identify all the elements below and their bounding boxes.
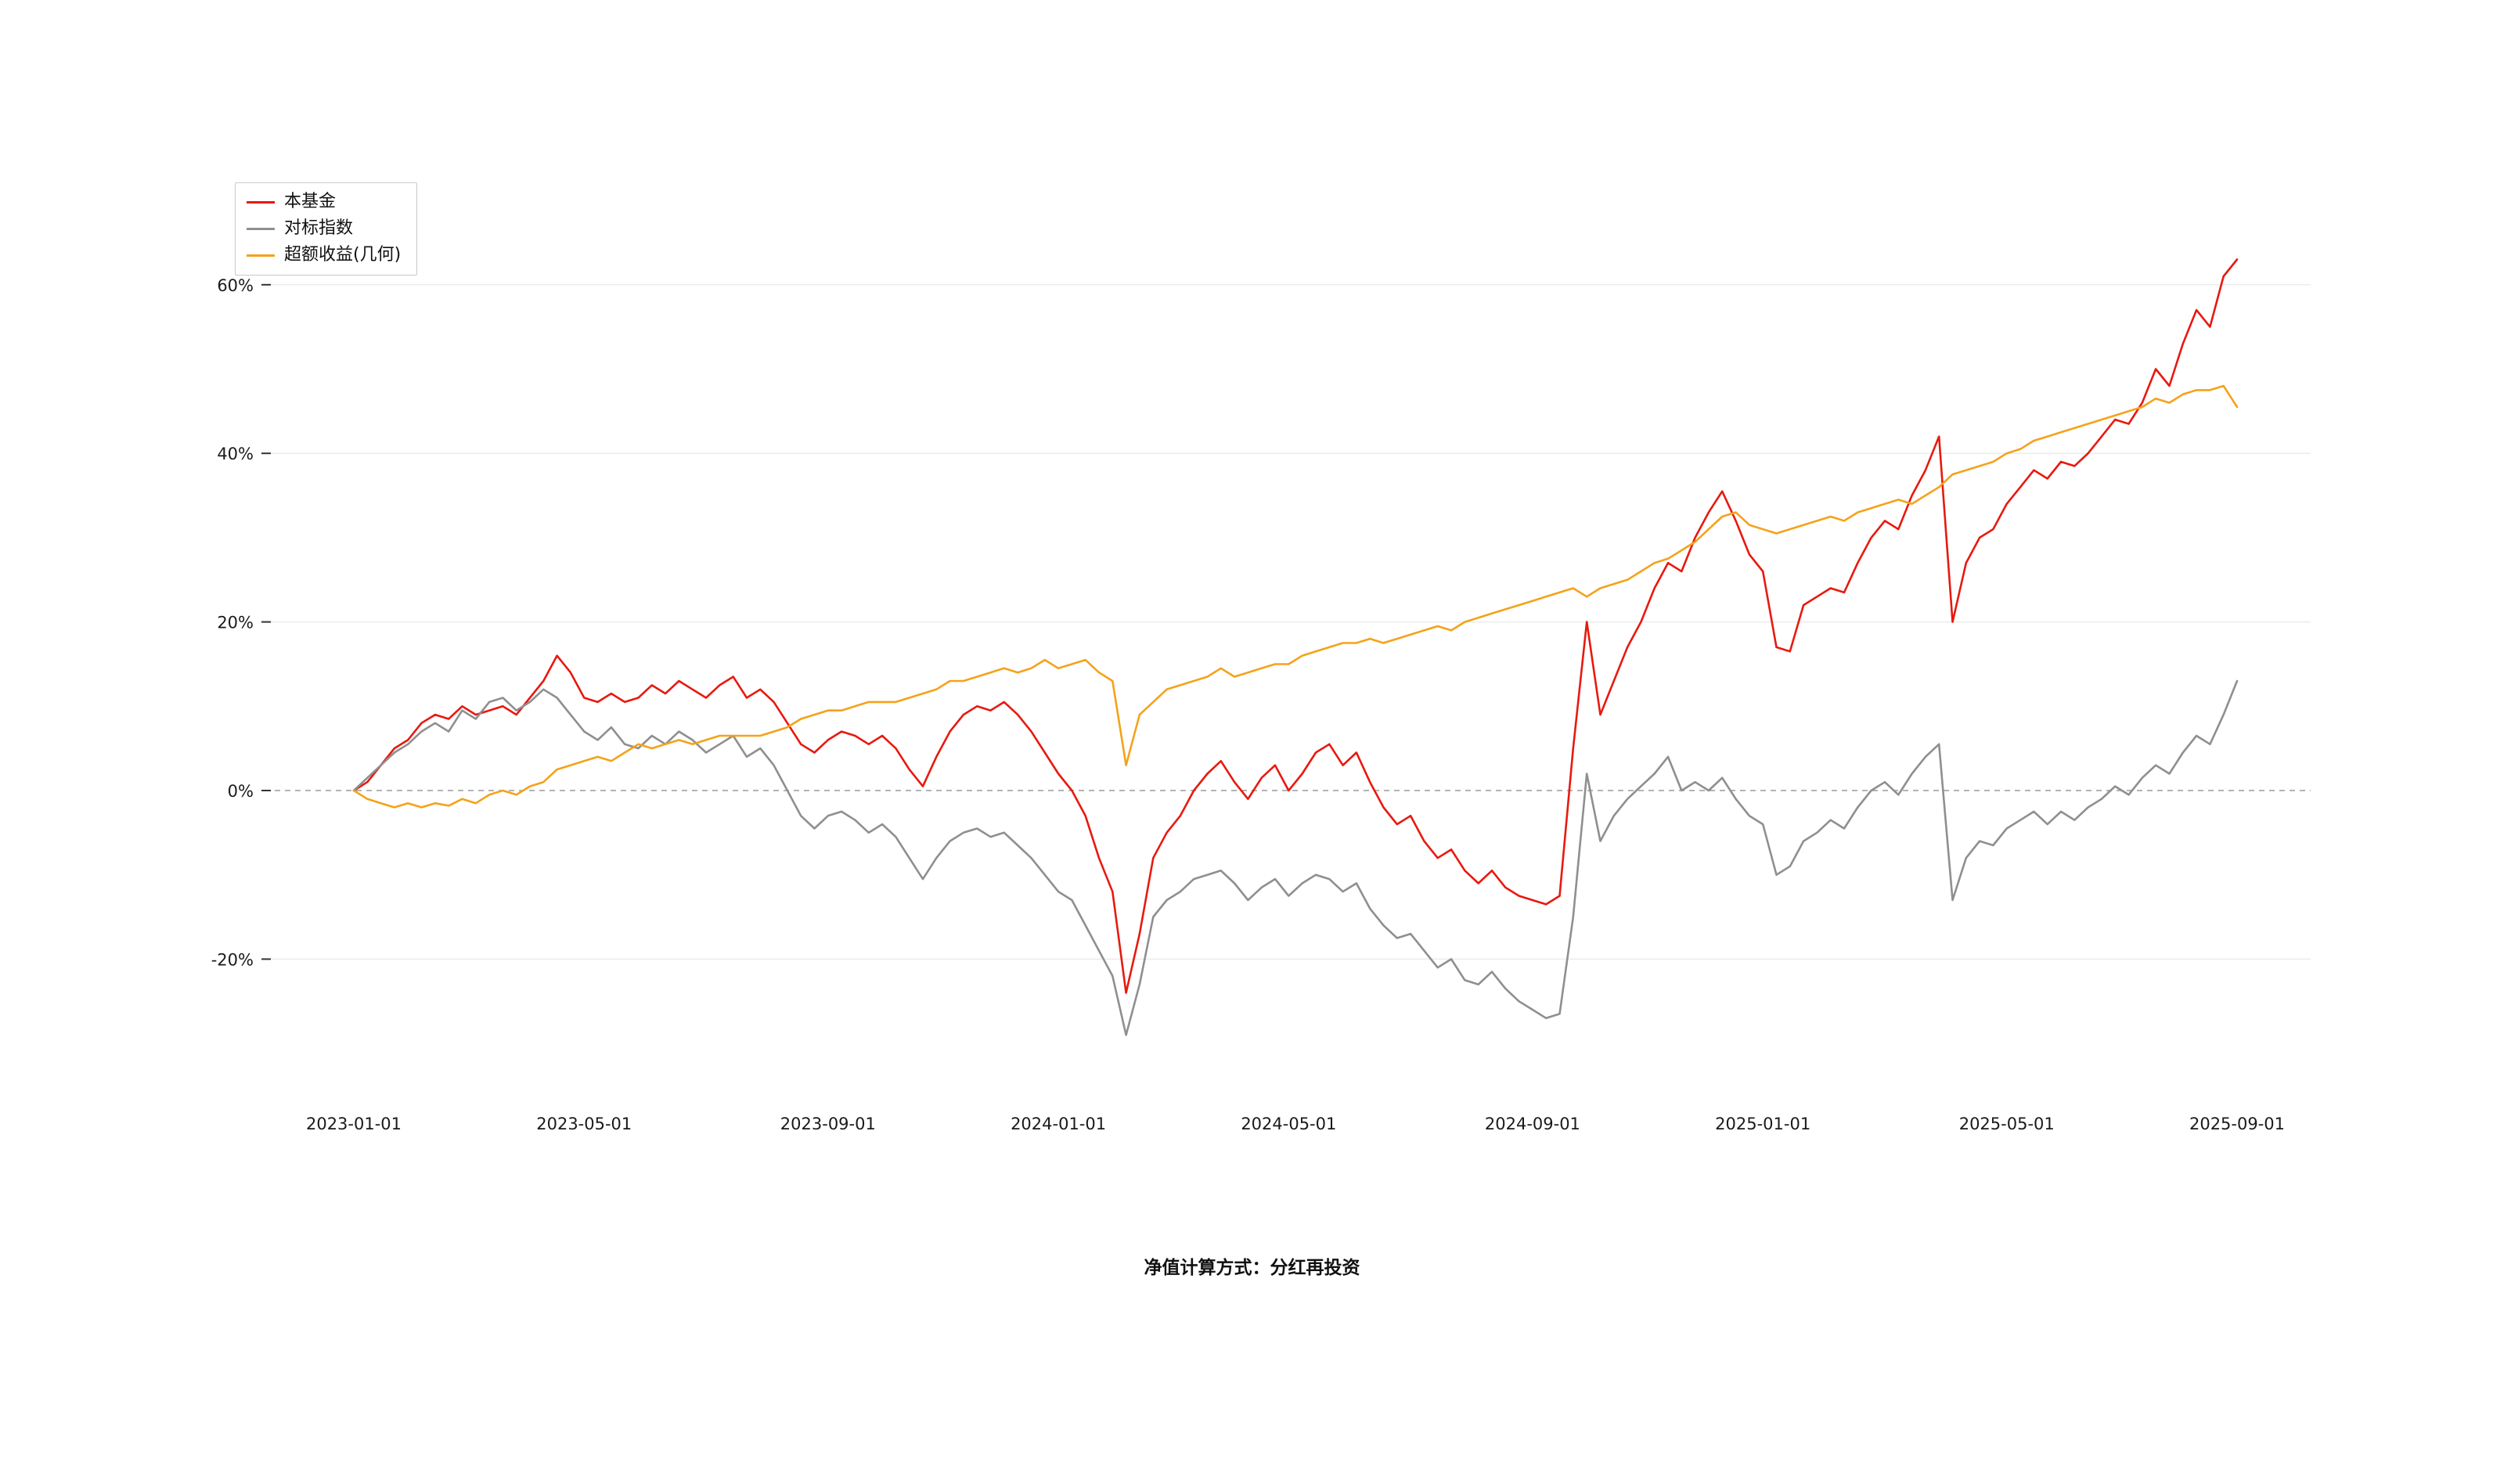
svg-text:40%: 40% [217, 445, 254, 463]
svg-text:-20%: -20% [211, 950, 254, 969]
legend-item-excess-return: 超额收益(几何) [247, 246, 401, 265]
benchmark-line-swatch [247, 227, 275, 230]
nav-calculation-footnote: 净值计算方式：分红再投资 [1144, 1258, 1360, 1278]
legend-item-benchmark: 对标指数 [247, 218, 401, 239]
svg-text:2024-05-01: 2024-05-01 [1241, 1115, 1336, 1133]
svg-text:0%: 0% [228, 782, 254, 801]
svg-text:20%: 20% [217, 614, 254, 632]
svg-text:2025-01-01: 2025-01-01 [1715, 1115, 1810, 1133]
chart-legend: 本基金 对标指数 超额收益(几何) [235, 182, 418, 276]
legend-label-benchmark: 对标指数 [284, 218, 354, 239]
excess-return-line-swatch [247, 254, 275, 257]
svg-text:60%: 60% [217, 276, 254, 295]
svg-text:2023-01-01: 2023-01-01 [306, 1115, 402, 1133]
svg-text:2023-09-01: 2023-09-01 [780, 1115, 876, 1133]
fund-line-swatch [247, 200, 275, 204]
svg-text:2025-05-01: 2025-05-01 [1959, 1115, 2055, 1133]
svg-text:2023-05-01: 2023-05-01 [536, 1115, 632, 1133]
svg-text:2024-01-01: 2024-01-01 [1011, 1115, 1106, 1133]
svg-text:2025-09-01: 2025-09-01 [2189, 1115, 2285, 1133]
svg-text:2024-09-01: 2024-09-01 [1485, 1115, 1580, 1133]
legend-label-excess-return: 超额收益(几何) [284, 245, 402, 265]
legend-label-fund: 本基金 [284, 192, 337, 211]
legend-item-fund: 本基金 [247, 192, 401, 211]
